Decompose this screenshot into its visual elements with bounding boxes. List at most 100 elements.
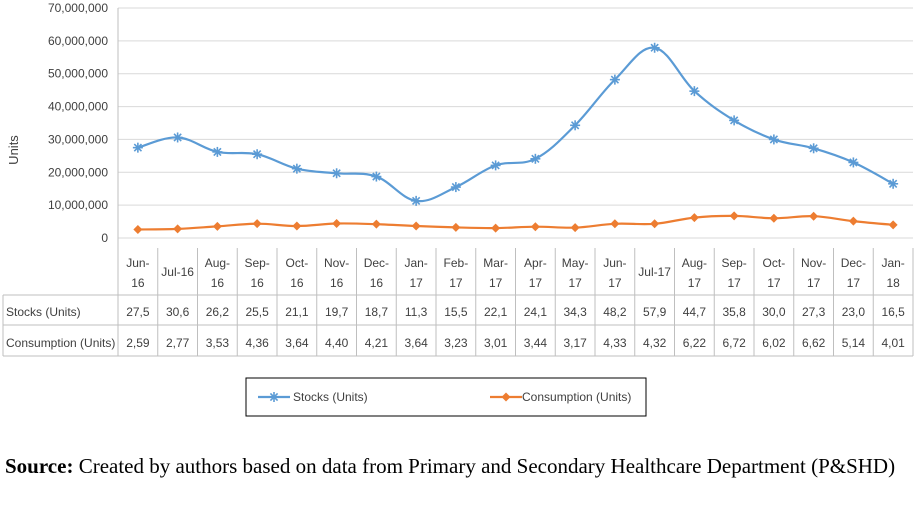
x-category-label: Dec-: [841, 256, 866, 270]
x-category-label: Jan-: [404, 256, 427, 270]
stocks-data-point: [609, 74, 620, 85]
stocks-data-point: [212, 146, 223, 157]
consumption-data-point: [371, 219, 381, 229]
consumption-data-point: [729, 211, 739, 221]
legend-label: Consumption (Units): [522, 390, 631, 404]
x-category-label: Jun-: [126, 256, 149, 270]
table-cell-value: 4,40: [325, 336, 349, 350]
table-cell-value: 30,6: [166, 305, 190, 319]
consumption-data-point: [650, 219, 660, 229]
stocks-series-line: [137, 46, 894, 203]
stocks-data-point: [689, 86, 700, 97]
table-cell-value: 6,02: [762, 336, 786, 350]
table-cell-value: 3,23: [444, 336, 468, 350]
x-category-label: 17: [767, 276, 781, 290]
table-cell-value: 57,9: [643, 305, 667, 319]
x-category-label: 17: [409, 276, 423, 290]
y-tick-label: 20,000,000: [48, 165, 108, 179]
y-tick-label: 50,000,000: [48, 67, 108, 81]
table-cell-value: 22,1: [484, 305, 508, 319]
stocks-data-point: [331, 168, 342, 179]
table-cell-value: 48,2: [603, 305, 627, 319]
legend-marker: [501, 392, 511, 402]
consumption-data-point: [888, 220, 898, 230]
x-category-label: 16: [330, 276, 344, 290]
legend-marker: [269, 392, 279, 402]
table-cell-value: 3,64: [285, 336, 309, 350]
table-cell-value: 23,0: [842, 305, 866, 319]
table-cell-value: 30,0: [762, 305, 786, 319]
x-category-label: 18: [886, 276, 900, 290]
source-caption: Source: Created by authors based on data…: [5, 452, 917, 481]
consumption-data-point: [173, 224, 183, 234]
x-category-label: Jan-: [881, 256, 904, 270]
consumption-data-point: [610, 219, 620, 229]
table-cell-value: 3,17: [563, 336, 587, 350]
x-category-label: Sep-: [721, 256, 746, 270]
y-tick-label: 30,000,000: [48, 132, 108, 146]
y-axis-label: Units: [6, 135, 21, 165]
consumption-data-point: [809, 211, 819, 221]
stocks-data-point: [570, 120, 581, 131]
stocks-data-point: [450, 182, 461, 193]
gridlines: [118, 7, 913, 239]
consumption-data-point: [530, 222, 540, 232]
x-category-label: Feb-: [444, 256, 469, 270]
table-cell-value: 6,62: [802, 336, 826, 350]
x-category-label: Sep-: [244, 256, 269, 270]
stocks-data-point: [768, 134, 779, 145]
x-category-label: Oct-: [286, 256, 309, 270]
table-cell-value: 27,3: [802, 305, 826, 319]
x-category-label: Aug-: [682, 256, 707, 270]
consumption-data-point: [769, 213, 779, 223]
y-tick-label: 70,000,000: [48, 1, 108, 15]
line-chart: 70,000,000 60,000,000 50,000,000 40,000,000…: [2, 1, 914, 417]
table-cell-value: 34,3: [563, 305, 587, 319]
consumption-data-point: [133, 224, 143, 234]
stocks-data-point: [649, 42, 660, 53]
table-cell-value: 5,14: [842, 336, 866, 350]
x-category-label: 17: [568, 276, 582, 290]
x-category-label: Aug-: [205, 256, 230, 270]
consumption-data-point: [332, 219, 342, 229]
table-cell-value: 3,64: [404, 336, 428, 350]
table-cell-value: 2,77: [166, 336, 190, 350]
table-row-label: Consumption (Units): [6, 336, 115, 350]
x-category-label: 16: [290, 276, 304, 290]
stocks-data-point: [888, 178, 899, 189]
source-label: Source:: [5, 454, 74, 478]
consumption-data-point: [848, 216, 858, 226]
x-category-label: Jul-17: [638, 265, 671, 279]
y-tick-label: 40,000,000: [48, 100, 108, 114]
x-category-label: 16: [250, 276, 264, 290]
stocks-data-point: [729, 115, 740, 126]
table-cell-value: 35,8: [722, 305, 746, 319]
table-cell-value: 26,2: [206, 305, 230, 319]
x-category-label: 17: [688, 276, 702, 290]
x-category-label: Nov-: [324, 256, 349, 270]
y-axis-ticks: 70,000,000 60,000,000 50,000,000 40,000,000…: [48, 1, 108, 245]
x-category-label: Jun-: [603, 256, 626, 270]
table-cell-value: 18,7: [365, 305, 389, 319]
legend: Stocks (Units) Consumption (Units): [245, 377, 647, 417]
stocks-data-point: [530, 153, 541, 164]
legend-label: Stocks (Units): [293, 390, 368, 404]
table-cell-value: 4,21: [365, 336, 389, 350]
stocks-data-point: [172, 132, 183, 143]
consumption-data-point: [212, 221, 222, 231]
x-category-label: Dec-: [364, 256, 389, 270]
legend-box: [245, 377, 647, 417]
table-cell-value: 16,5: [881, 305, 905, 319]
x-category-label: 17: [489, 276, 503, 290]
stocks-data-point: [490, 160, 501, 171]
source-text: Created by authors based on data from Pr…: [73, 454, 896, 478]
x-category-label: Mar-: [483, 256, 508, 270]
table-cell-value: 44,7: [683, 305, 707, 319]
table-cell-value: 6,72: [722, 336, 746, 350]
x-category-label: 16: [211, 276, 225, 290]
table-cell-value: 4,33: [603, 336, 627, 350]
table-cell-value: 21,1: [285, 305, 309, 319]
x-category-label: 17: [529, 276, 543, 290]
stocks-data-point: [411, 195, 422, 206]
stocks-data-point: [848, 157, 859, 168]
